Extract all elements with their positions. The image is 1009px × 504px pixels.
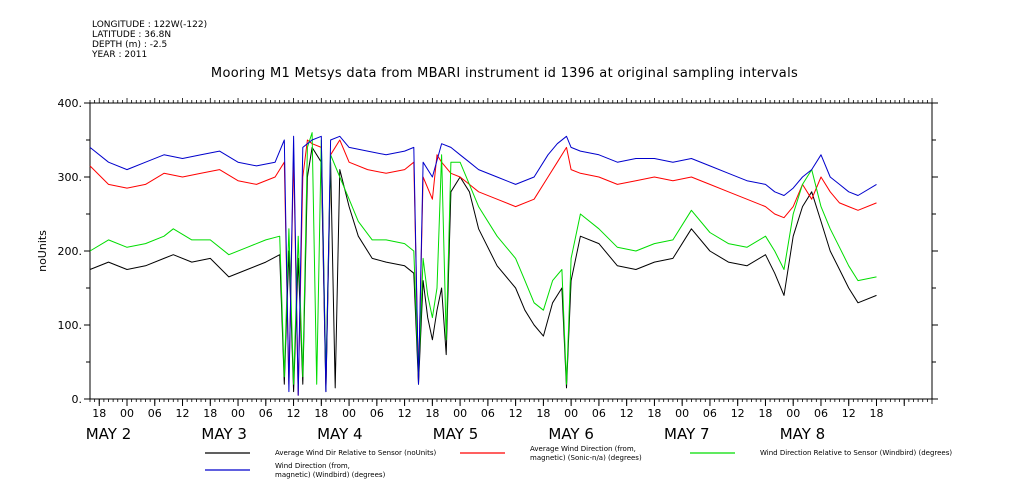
x-tick-label: 18: [536, 407, 550, 420]
x-date-label: MAY 5: [433, 425, 479, 443]
x-tick-label: 06: [148, 407, 162, 420]
x-tick-label: 18: [758, 407, 772, 420]
series-line-3: [89, 132, 877, 385]
x-tick-label: 18: [314, 407, 328, 420]
x-tick-label: 12: [842, 407, 856, 420]
y-tick-label: 200.: [58, 245, 83, 258]
x-date-label: MAY 6: [548, 425, 594, 443]
x-tick-label: 18: [425, 407, 439, 420]
x-date-label: MAY 4: [317, 425, 363, 443]
longitude-label: LONGITUDE : 122W(-122): [92, 20, 208, 30]
x-tick-label: 06: [370, 407, 384, 420]
x-tick-label: 06: [592, 407, 606, 420]
x-tick-label: 12: [287, 407, 301, 420]
depth-label: DEPTH (m) : -2.5: [92, 40, 168, 50]
x-tick-label: 12: [398, 407, 412, 420]
legend-label-2: Average Wind Direction (from,: [530, 445, 636, 453]
series-group: [89, 132, 877, 396]
y-tick-label: 300.: [58, 171, 83, 184]
axis-ticks: 0. 100. 200. 300. 400. 18 00 06 12 18 00 06 12 18 00 06…: [58, 97, 938, 443]
x-tick-label: 18: [647, 407, 661, 420]
y-tick-label: 100.: [58, 319, 83, 332]
legend: Average Wind Dir Relative to Sensor (noU…: [205, 445, 952, 479]
x-tick-label: 06: [259, 407, 273, 420]
chart-title: Mooring M1 Metsys data from MBARI instru…: [210, 66, 799, 81]
y-tick-label: 400.: [58, 97, 83, 110]
x-tick-label: 00: [564, 407, 578, 420]
x-tick-label: 06: [481, 407, 495, 420]
x-tick-label: 00: [231, 407, 245, 420]
legend-label-4: Wind Direction (from,: [275, 462, 350, 470]
y-axis-label: noUnits: [36, 230, 49, 272]
y-tick-label: 0.: [72, 393, 83, 406]
x-tick-label: 18: [203, 407, 217, 420]
x-date-label: MAY 7: [664, 425, 710, 443]
series-line-1: [89, 146, 877, 393]
x-tick-label: 00: [453, 407, 467, 420]
x-tick-label: 12: [509, 407, 523, 420]
year-label: YEAR : 2011: [92, 50, 148, 60]
legend-label-2-line2: magnetic) (Sonic-n/a) (degrees): [530, 454, 642, 462]
x-tick-label: 12: [620, 407, 634, 420]
x-date-label: MAY 8: [780, 425, 826, 443]
x-tick-label: 18: [92, 407, 106, 420]
legend-label-1: Average Wind Dir Relative to Sensor (noU…: [275, 449, 436, 457]
legend-label-3: Wind Direction Relative to Sensor (Windb…: [760, 449, 952, 457]
x-tick-label: 06: [703, 407, 717, 420]
x-tick-label: 00: [120, 407, 134, 420]
x-tick-label: 06: [814, 407, 828, 420]
latitude-label: LATITUDE : 36.8N: [92, 30, 172, 40]
x-tick-label: 00: [342, 407, 356, 420]
metadata-block: LONGITUDE : 122W(-122) LATITUDE : 36.8N …: [92, 20, 207, 60]
x-tick-label: 18: [869, 407, 883, 420]
x-tick-label: 12: [176, 407, 190, 420]
x-date-label: MAY 2: [86, 425, 132, 443]
x-date-label: MAY 3: [201, 425, 247, 443]
series-line-2: [89, 139, 877, 396]
x-tick-label: 00: [786, 407, 800, 420]
x-tick-label: 00: [675, 407, 689, 420]
x-tick-label: 12: [731, 407, 745, 420]
plot-area: [89, 102, 933, 400]
series-line-4: [89, 135, 877, 396]
legend-label-4-line2: magnetic) (Windbird) (degrees): [275, 471, 386, 479]
